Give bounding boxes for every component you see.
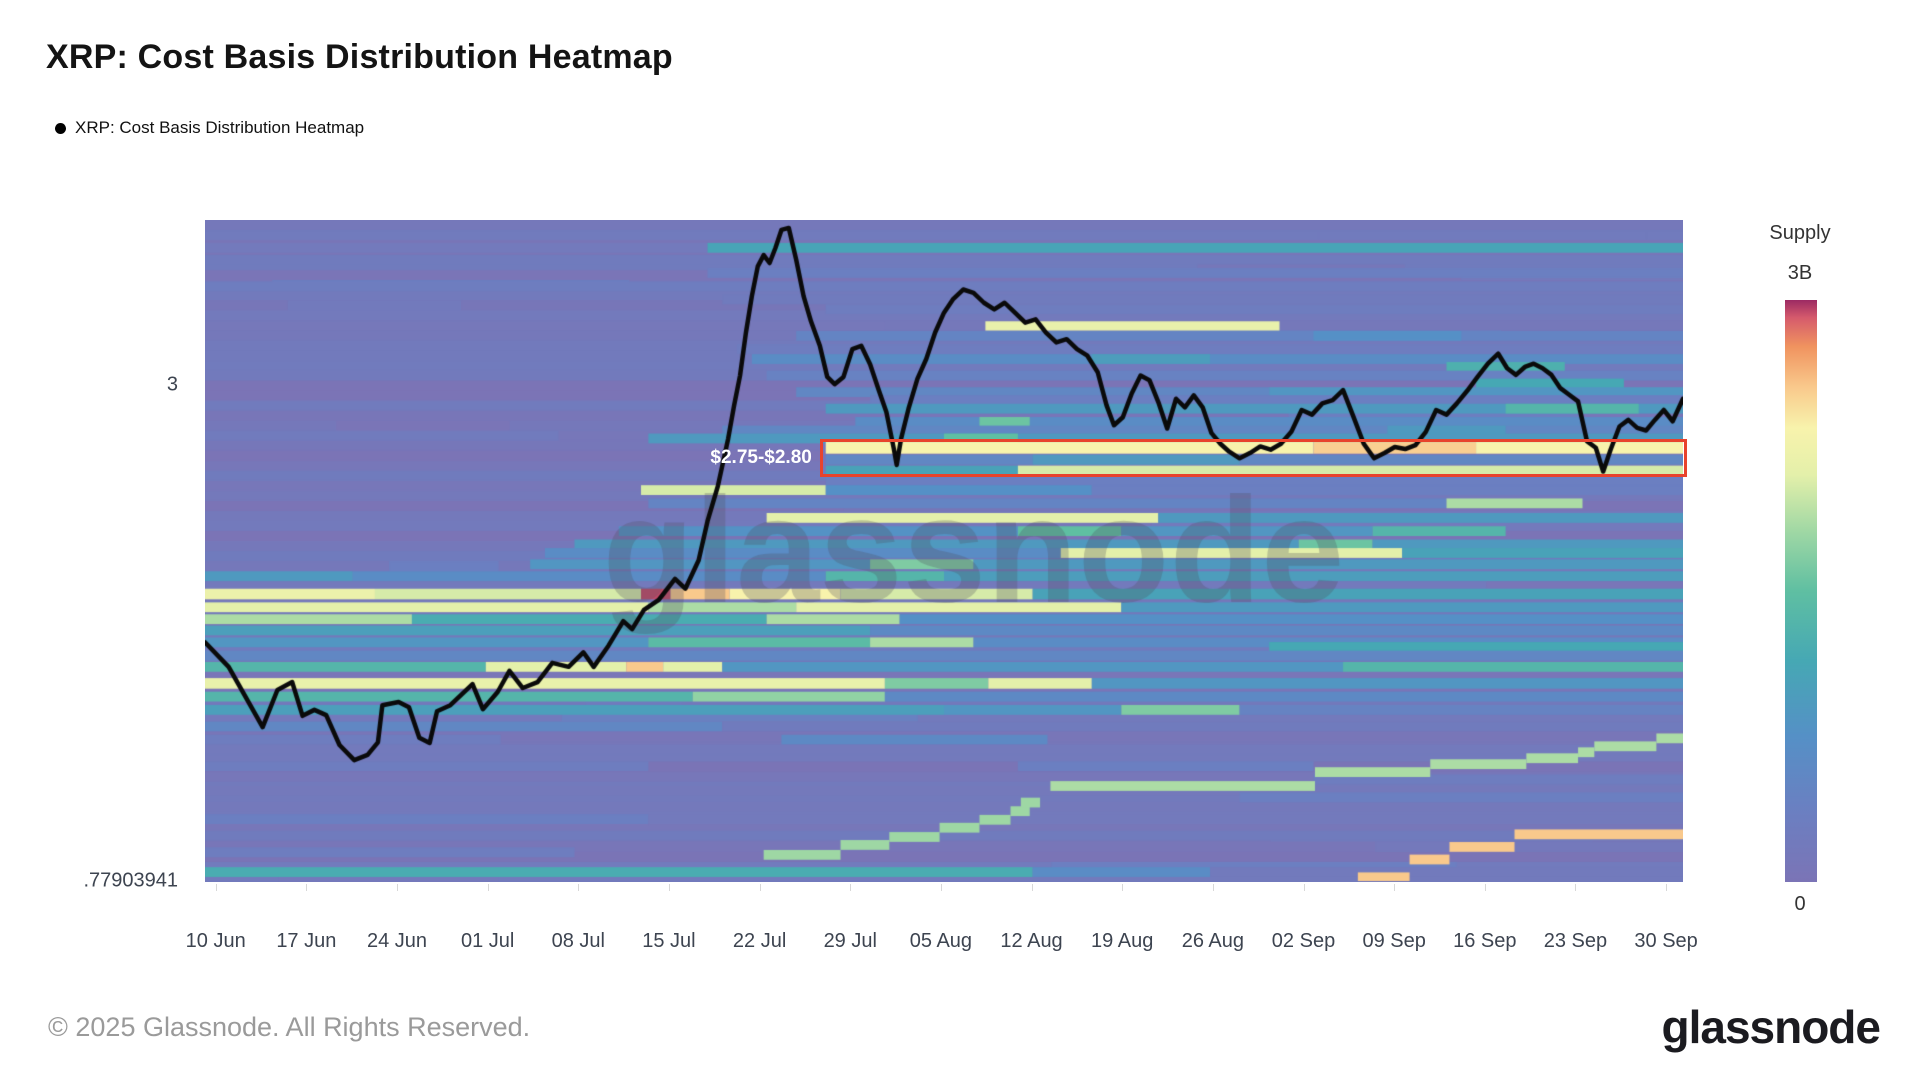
x-tick-mark xyxy=(1303,884,1305,891)
x-tick-mark xyxy=(668,884,670,891)
footer-copyright: © 2025 Glassnode. All Rights Reserved. xyxy=(48,1012,531,1042)
x-tick-mark xyxy=(940,884,942,891)
heatmap-canvas[interactable] xyxy=(205,220,1683,882)
x-tick-label: 02 Sep xyxy=(1271,930,1336,952)
x-tick-mark xyxy=(397,884,398,891)
x-tick-label: 30 Sep xyxy=(1634,930,1698,952)
x-tick-label: 23 Sep xyxy=(1543,930,1608,952)
colorbar-gradient xyxy=(1785,300,1817,882)
y-axis-label-bottom: .77903941 xyxy=(83,869,178,892)
x-tick-label: 16 Sep xyxy=(1453,930,1517,952)
heatmap-plot-area: $2.75-$2.80 xyxy=(205,220,1688,882)
x-tick-mark xyxy=(759,884,761,891)
x-tick-mark xyxy=(306,884,308,891)
price-band-annotation-label: $2.75-$2.80 xyxy=(710,446,812,468)
x-tick-mark xyxy=(1212,884,1214,891)
legend-label: XRP: Cost Basis Distribution Heatmap xyxy=(75,118,365,137)
x-tick-label: 22 Jul xyxy=(732,930,787,952)
page-title: XRP: Cost Basis Distribution Heatmap xyxy=(46,38,673,76)
chart-legend: XRP: Cost Basis Distribution Heatmap xyxy=(55,118,364,138)
x-tick-label: 26 Aug xyxy=(1181,930,1244,952)
x-tick-label: 29 Jul xyxy=(823,930,877,952)
x-tick-label: 17 Jun xyxy=(276,930,337,952)
x-tick-mark xyxy=(215,884,217,891)
x-tick-mark xyxy=(850,884,852,891)
x-tick-mark xyxy=(1122,884,1124,891)
x-tick-mark xyxy=(1031,884,1033,891)
x-tick-label: 08 Jul xyxy=(551,930,605,952)
x-tick-label: 12 Aug xyxy=(1000,930,1063,952)
glassnode-logo: glassnode xyxy=(1661,1001,1881,1053)
legend-marker-icon xyxy=(55,122,66,134)
x-tick-mark xyxy=(1666,884,1668,891)
x-tick-label: 19 Aug xyxy=(1091,930,1154,952)
colorbar xyxy=(1785,300,1817,882)
x-tick-mark xyxy=(1575,884,1577,891)
x-tick-label: 01 Jul xyxy=(460,930,515,952)
x-tick-mark xyxy=(578,884,580,891)
x-tick-mark xyxy=(1484,884,1486,891)
x-tick-label: 09 Sep xyxy=(1362,930,1426,952)
x-tick-label: 15 Jul xyxy=(642,930,696,952)
x-tick-mark xyxy=(1394,884,1396,891)
x-tick-label: 24 Jun xyxy=(366,930,428,952)
colorbar-max-label: 3B xyxy=(1787,262,1813,284)
y-axis-label-top: 3 xyxy=(166,373,178,396)
colorbar-min-label: 0 xyxy=(1794,893,1806,915)
x-tick-mark xyxy=(487,884,489,891)
colorbar-title: Supply xyxy=(1769,222,1831,244)
x-tick-label: 10 Jun xyxy=(185,930,246,952)
x-tick-label: 05 Aug xyxy=(909,930,973,952)
